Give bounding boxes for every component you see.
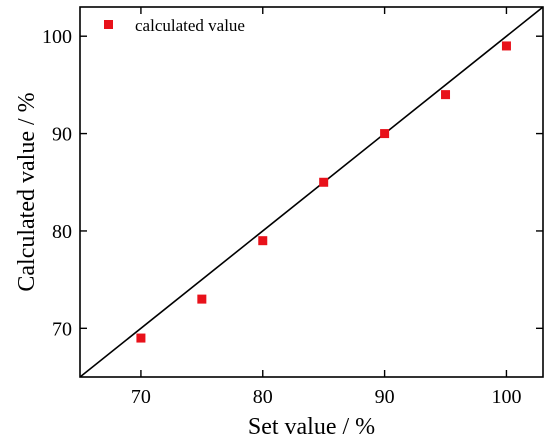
data-point [319,177,329,187]
data-point [380,129,390,139]
data-point [197,294,207,304]
legend-marker [104,20,113,29]
data-point [501,41,511,51]
x-tick-label: 80 [253,386,273,408]
reference-line-layer [79,6,544,378]
tick-layer: 70 80 90 100 70 80 90 100 [42,7,543,408]
reference-line [79,6,544,378]
x-tick-label: 100 [491,386,521,408]
y-tick-label: 80 [52,221,72,243]
y-tick-label: 70 [52,318,72,340]
plot-frame-layer [79,6,544,378]
x-tick-label: 90 [375,386,395,408]
y-tick-label: 100 [42,26,72,48]
y-axis-title: Calculated value / % [14,92,40,291]
legend-label: calculated value [135,16,245,35]
data-points-layer [136,41,511,343]
legend: calculated value [104,16,245,35]
x-axis-title: Set value / % [248,414,375,440]
data-point [136,333,146,343]
x-tick-label: 70 [131,386,151,408]
data-point [258,236,268,246]
plot-frame [79,6,544,378]
data-point [441,90,451,100]
y-tick-label: 90 [52,124,72,146]
